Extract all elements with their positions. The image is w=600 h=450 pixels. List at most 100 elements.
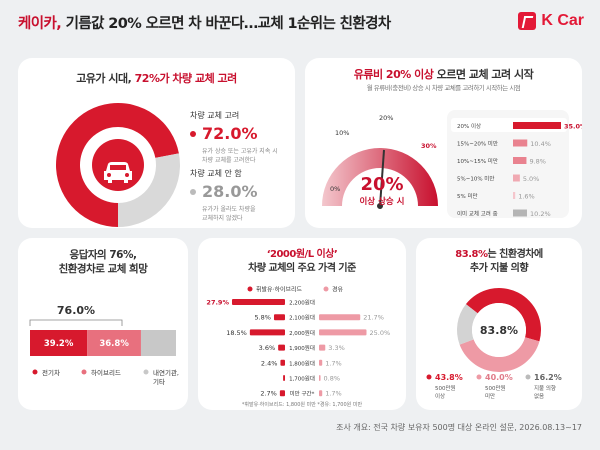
bar-left: [279, 390, 285, 397]
panel3-legend: 전기차 하이브리드 내연기관, 기타: [32, 368, 179, 386]
panel5-title-rest: 는 친환경차에: [487, 249, 544, 260]
bar-left: [273, 314, 285, 321]
legend-desc: 유가 상승 또는 고유가 지속 시: [202, 148, 278, 155]
legend-ice: 내연기관,: [153, 368, 179, 377]
legend-ev: 전기차: [42, 368, 60, 377]
panel-extra-payment: 83.8%는 친환경차에 추가 지불 의향 83.8% 43.8% 500만원 …: [416, 238, 582, 410]
panel4-note: *휘발유·하이브리드: 1,800원 미만 *경유: 1,700원 미만: [242, 401, 363, 408]
bar-value-label: 10.2%: [530, 210, 551, 218]
bar-value-label: 5.0%: [523, 175, 540, 183]
legend-desc: 차량 교체를 고려한다: [202, 157, 256, 164]
kcar-logo: K Car: [518, 12, 584, 30]
bar-category-label: 1,800원대: [289, 359, 315, 367]
bar: [513, 157, 527, 164]
gauge-tick: 10%: [335, 129, 349, 137]
legend-value: 72.0%: [202, 124, 258, 143]
legend-ice-etc: 기타: [153, 377, 165, 386]
panel3-title-line2: 친환경차로 교체 희망: [58, 263, 148, 275]
legend-label: 미만: [485, 392, 495, 400]
legend-desc: 유가가 올라도 차량을: [202, 206, 256, 213]
eco-total-label: 76.0%: [57, 304, 95, 317]
panel3-stacked-bar: 76.0% 39.2% 36.8% 전기차 하이브리드 내연기관, 기타: [29, 304, 179, 386]
bar-value-right: 3.3%: [328, 344, 345, 352]
legend-value: 43.8%: [435, 373, 463, 382]
stacked-segment: [140, 330, 176, 356]
panel2-gauge-and-bars: 0% 10% 20% 30% 20% 이상 상승 시 20% 이상 35.0% 15…: [322, 110, 582, 218]
bar-category-label: 2,000원대: [289, 329, 315, 337]
bar-right: [319, 390, 323, 397]
bar-category-label: 1,900원대: [289, 344, 315, 352]
panel2-title-rest: 오르면 교체 고려 시작: [436, 68, 534, 81]
bar: [513, 122, 561, 129]
panel3-title-line1: 응답자의 76%,: [69, 249, 137, 261]
panel5-donut-chart: 83.8% 43.8% 500만원 이상 40.0% 500만원 미만 16.2…: [426, 288, 562, 400]
gauge-needle: [379, 149, 385, 207]
logo-text: K Car: [541, 12, 584, 29]
car-icon: [104, 162, 132, 183]
bar-value-right: 0.8%: [324, 375, 341, 383]
gauge-tick: 0%: [330, 185, 340, 193]
bar-category-label: 미만 구간*: [290, 390, 315, 398]
kcar-logo-icon: [518, 12, 537, 30]
panel1-title-accent: 72%가 차량 교체 고려: [134, 72, 238, 85]
bar-category-label: 15%~20% 미만: [457, 140, 498, 148]
bar-left: [249, 329, 285, 336]
legend-label: 이상: [435, 392, 445, 400]
legend-desc: 교체하지 않겠다: [202, 215, 243, 222]
bars-background: [447, 110, 569, 218]
bar-value-label: 35.0%: [564, 123, 582, 131]
legend-dot: [190, 130, 196, 137]
segment-label: 39.2%: [44, 339, 74, 349]
panel4-legend: 휘발유·하이브리드 경유: [247, 286, 344, 294]
bar-category-label: 5%~10% 미만: [457, 175, 494, 183]
bar-value-left: 2.4%: [261, 359, 278, 367]
bar: [513, 139, 528, 147]
legend-gasoline: 휘발유·하이브리드: [256, 286, 303, 294]
panel2-title-accent: 유류비 20% 이상: [353, 68, 434, 81]
bar-right: [319, 359, 323, 366]
legend-label: 500만원: [485, 384, 506, 392]
bar-category-label: 5% 미만: [457, 192, 478, 200]
legend-value: 28.0%: [202, 182, 258, 201]
panel-fuel-threshold: 유류비 20% 이상 오르면 교체 고려 시작 월 유류비(충전비) 상승 시 …: [305, 58, 582, 228]
panel1-legend-no-change: 차량 교체 안 함 28.0% 유가가 올라도 차량을 교체하지 않겠다: [190, 168, 258, 222]
donut-slice: [457, 304, 478, 345]
survey-footnote: 조사 개요: 전국 차량 보유자 500명 대상 온라인 설문, 2026.08…: [336, 423, 582, 432]
panel-replacement-intent: 고유가 시대, 72%가 차량 교체 고려 차량 교체 고려 72.0% 유가 …: [18, 58, 295, 228]
title-accent: 케이카,: [18, 16, 62, 32]
title-text: 기름값 20% 오르면 차 바꾼다…교체 1순위는 친환경차: [65, 16, 392, 32]
bar-value-right: 1.7%: [325, 359, 342, 367]
bar-value-right: 25.0%: [370, 329, 391, 337]
bar-category-label: 1,700원대: [289, 375, 315, 383]
gauge-tick: 30%: [421, 142, 437, 150]
legend-value: 40.0%: [485, 373, 513, 382]
panel1-legend-consider: 차량 교체 고려 72.0% 유가 상승 또는 고유가 지속 시 차량 교체를 …: [190, 110, 278, 164]
bar-value-label: 1.6%: [518, 193, 535, 201]
bar-value-right: 21.7%: [363, 314, 384, 322]
bar-left: [231, 299, 285, 305]
bar-left: [278, 344, 285, 351]
gauge-label: 이상 상승 시: [359, 196, 404, 207]
bar-value-label: 9.8%: [529, 158, 546, 166]
bar-left: [283, 375, 285, 381]
panel1-title-prefix: 고유가 시대,: [76, 72, 132, 85]
panel5-title-accent: 83.8%: [455, 249, 488, 260]
bar-value-left: 27.9%: [206, 299, 229, 307]
stacked-segment: [30, 330, 88, 356]
legend-value: 16.2%: [534, 373, 562, 382]
donut-slice: [465, 288, 541, 342]
donut-slice: [55, 103, 179, 227]
gauge-value: 20%: [360, 174, 403, 195]
panel4-title-line2: 차량 교체의 주요 가격 기준: [248, 263, 356, 274]
bar-value-left: 3.6%: [259, 344, 276, 352]
legend-label: 지불 의향: [534, 384, 556, 392]
legend-label: 차량 교체 고려: [190, 111, 240, 120]
gauge-tick: 20%: [379, 114, 393, 122]
bar-value-right: 1.7%: [325, 390, 342, 398]
panel4-title-accent: ‘2000원/L 이상’: [266, 249, 338, 260]
panel5-legend: 43.8% 500만원 이상 40.0% 500만원 미만 16.2% 지불 의…: [426, 373, 562, 400]
panel4-title: ‘2000원/L 이상’ 차량 교체의 주요 가격 기준: [198, 248, 406, 276]
bar-left: [280, 359, 285, 366]
panel1-title: 고유가 시대, 72%가 차량 교체 고려: [18, 70, 295, 86]
